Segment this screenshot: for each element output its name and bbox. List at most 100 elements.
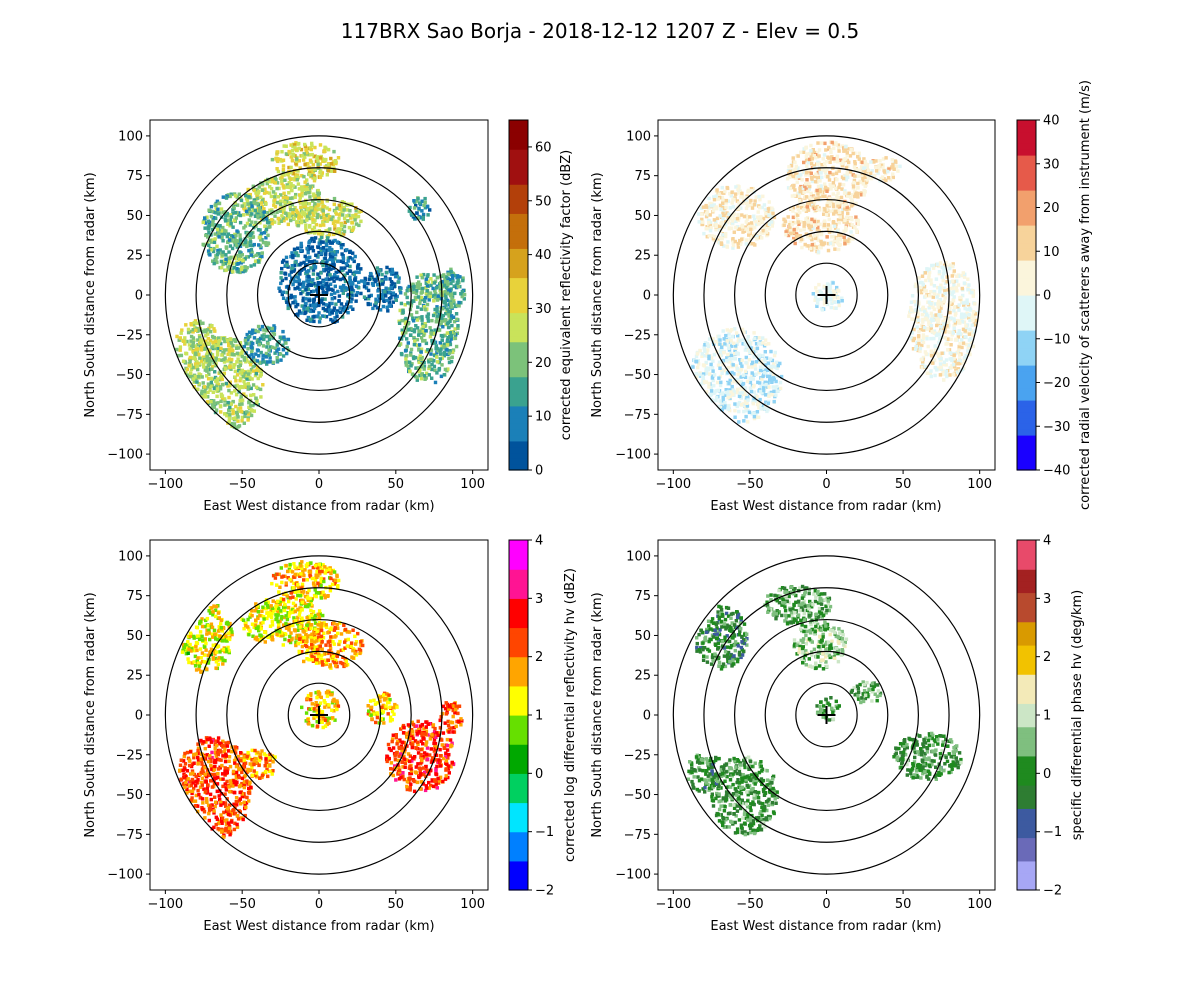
echo-cell — [343, 286, 348, 290]
x-tick-label: −50 — [228, 477, 255, 492]
echo-cell — [406, 322, 410, 326]
echo-cell — [755, 237, 759, 241]
colorbar-segment — [509, 341, 528, 349]
echo-cell — [932, 307, 937, 312]
echo-cell — [248, 192, 252, 197]
echo-cell — [331, 319, 335, 323]
echo-cell — [964, 326, 969, 331]
echo-cell — [459, 292, 463, 296]
echo-cell — [309, 309, 313, 314]
echo-cell — [293, 206, 297, 210]
echo-cell — [348, 264, 352, 269]
echo-cell — [943, 291, 947, 296]
echo-cell — [763, 404, 768, 409]
echo-cell — [299, 291, 303, 296]
echo-cell — [229, 238, 234, 242]
echo-cell — [422, 374, 427, 378]
echo-cell — [242, 226, 246, 230]
echo-cell — [390, 281, 395, 285]
echo-cell — [398, 336, 402, 341]
echo-cell — [744, 242, 748, 246]
echo-cell — [385, 265, 389, 270]
echo-cell — [370, 282, 375, 286]
echo-cell — [447, 314, 451, 318]
echo-cell — [229, 402, 233, 406]
echo-cell — [193, 362, 198, 366]
echo-cell — [742, 419, 746, 423]
echo-cell — [729, 226, 734, 230]
echo-cell — [433, 288, 437, 293]
echo-cell — [289, 188, 294, 192]
echo-cell — [929, 282, 934, 286]
echo-cell — [912, 336, 917, 341]
echo-cell — [191, 328, 195, 332]
echo-cell — [937, 286, 942, 290]
echo-cell — [946, 321, 951, 325]
echo-cell — [220, 336, 224, 340]
echo-cell — [764, 385, 768, 389]
echo-cell — [435, 310, 439, 314]
echo-cell — [272, 326, 277, 330]
echo-cell — [339, 223, 344, 227]
echo-cell — [309, 147, 313, 152]
echo-cell — [179, 331, 183, 335]
echo-cell — [383, 289, 387, 294]
echo-cell — [939, 283, 943, 287]
echo-cell — [291, 282, 295, 287]
echo-cell — [412, 286, 416, 290]
echo-cell — [935, 317, 939, 322]
echo-cell — [938, 362, 943, 366]
echo-cell — [281, 216, 285, 220]
echo-cell — [850, 198, 854, 202]
echo-cell — [289, 218, 293, 223]
echo-cell — [437, 366, 442, 371]
echo-cell — [302, 174, 306, 179]
echo-cell — [233, 375, 237, 379]
echo-cell — [863, 189, 867, 194]
echo-cell — [318, 170, 322, 175]
echo-cell — [403, 349, 408, 353]
echo-cell — [832, 142, 836, 146]
echo-cell — [809, 171, 813, 176]
echo-cell — [216, 212, 220, 216]
echo-cell — [972, 322, 976, 326]
figure-title: 117BRX Sao Borja - 2018-12-12 1207 Z - E… — [341, 19, 859, 43]
colorbar-segment — [509, 335, 528, 343]
echo-cell — [754, 342, 759, 346]
echo-cell — [700, 212, 704, 216]
echo-cell — [268, 356, 272, 360]
echo-cell — [250, 377, 254, 381]
echo-cell — [427, 360, 431, 364]
echo-cell — [749, 221, 754, 225]
echo-cell — [372, 277, 376, 282]
echo-cell — [247, 195, 251, 199]
echo-cell — [965, 298, 969, 302]
echo-cell — [248, 210, 252, 214]
echo-cell — [952, 326, 956, 331]
echo-cell — [307, 202, 312, 206]
echo-cell — [696, 362, 701, 366]
echo-cell — [801, 204, 805, 208]
echo-cell — [199, 348, 204, 352]
echo-cell — [448, 288, 452, 293]
echo-cell — [454, 312, 459, 316]
echo-cell — [421, 297, 425, 302]
echo-cell — [229, 255, 233, 260]
echo-cell — [940, 287, 944, 291]
echo-cell — [739, 375, 743, 379]
echo-cell — [222, 348, 226, 352]
echo-cell — [313, 154, 317, 158]
echo-cell — [350, 280, 355, 285]
echo-cell — [225, 413, 229, 418]
echo-cell — [862, 157, 866, 161]
echo-cell — [971, 310, 976, 314]
echo-cell — [239, 361, 243, 366]
echo-cell — [437, 328, 442, 332]
echo-cell — [837, 201, 841, 205]
echo-cell — [915, 325, 919, 329]
echo-cell — [853, 168, 858, 173]
echo-cell — [270, 180, 275, 184]
echo-cell — [825, 207, 829, 212]
echo-cell — [927, 267, 931, 271]
echo-cell — [832, 239, 837, 243]
